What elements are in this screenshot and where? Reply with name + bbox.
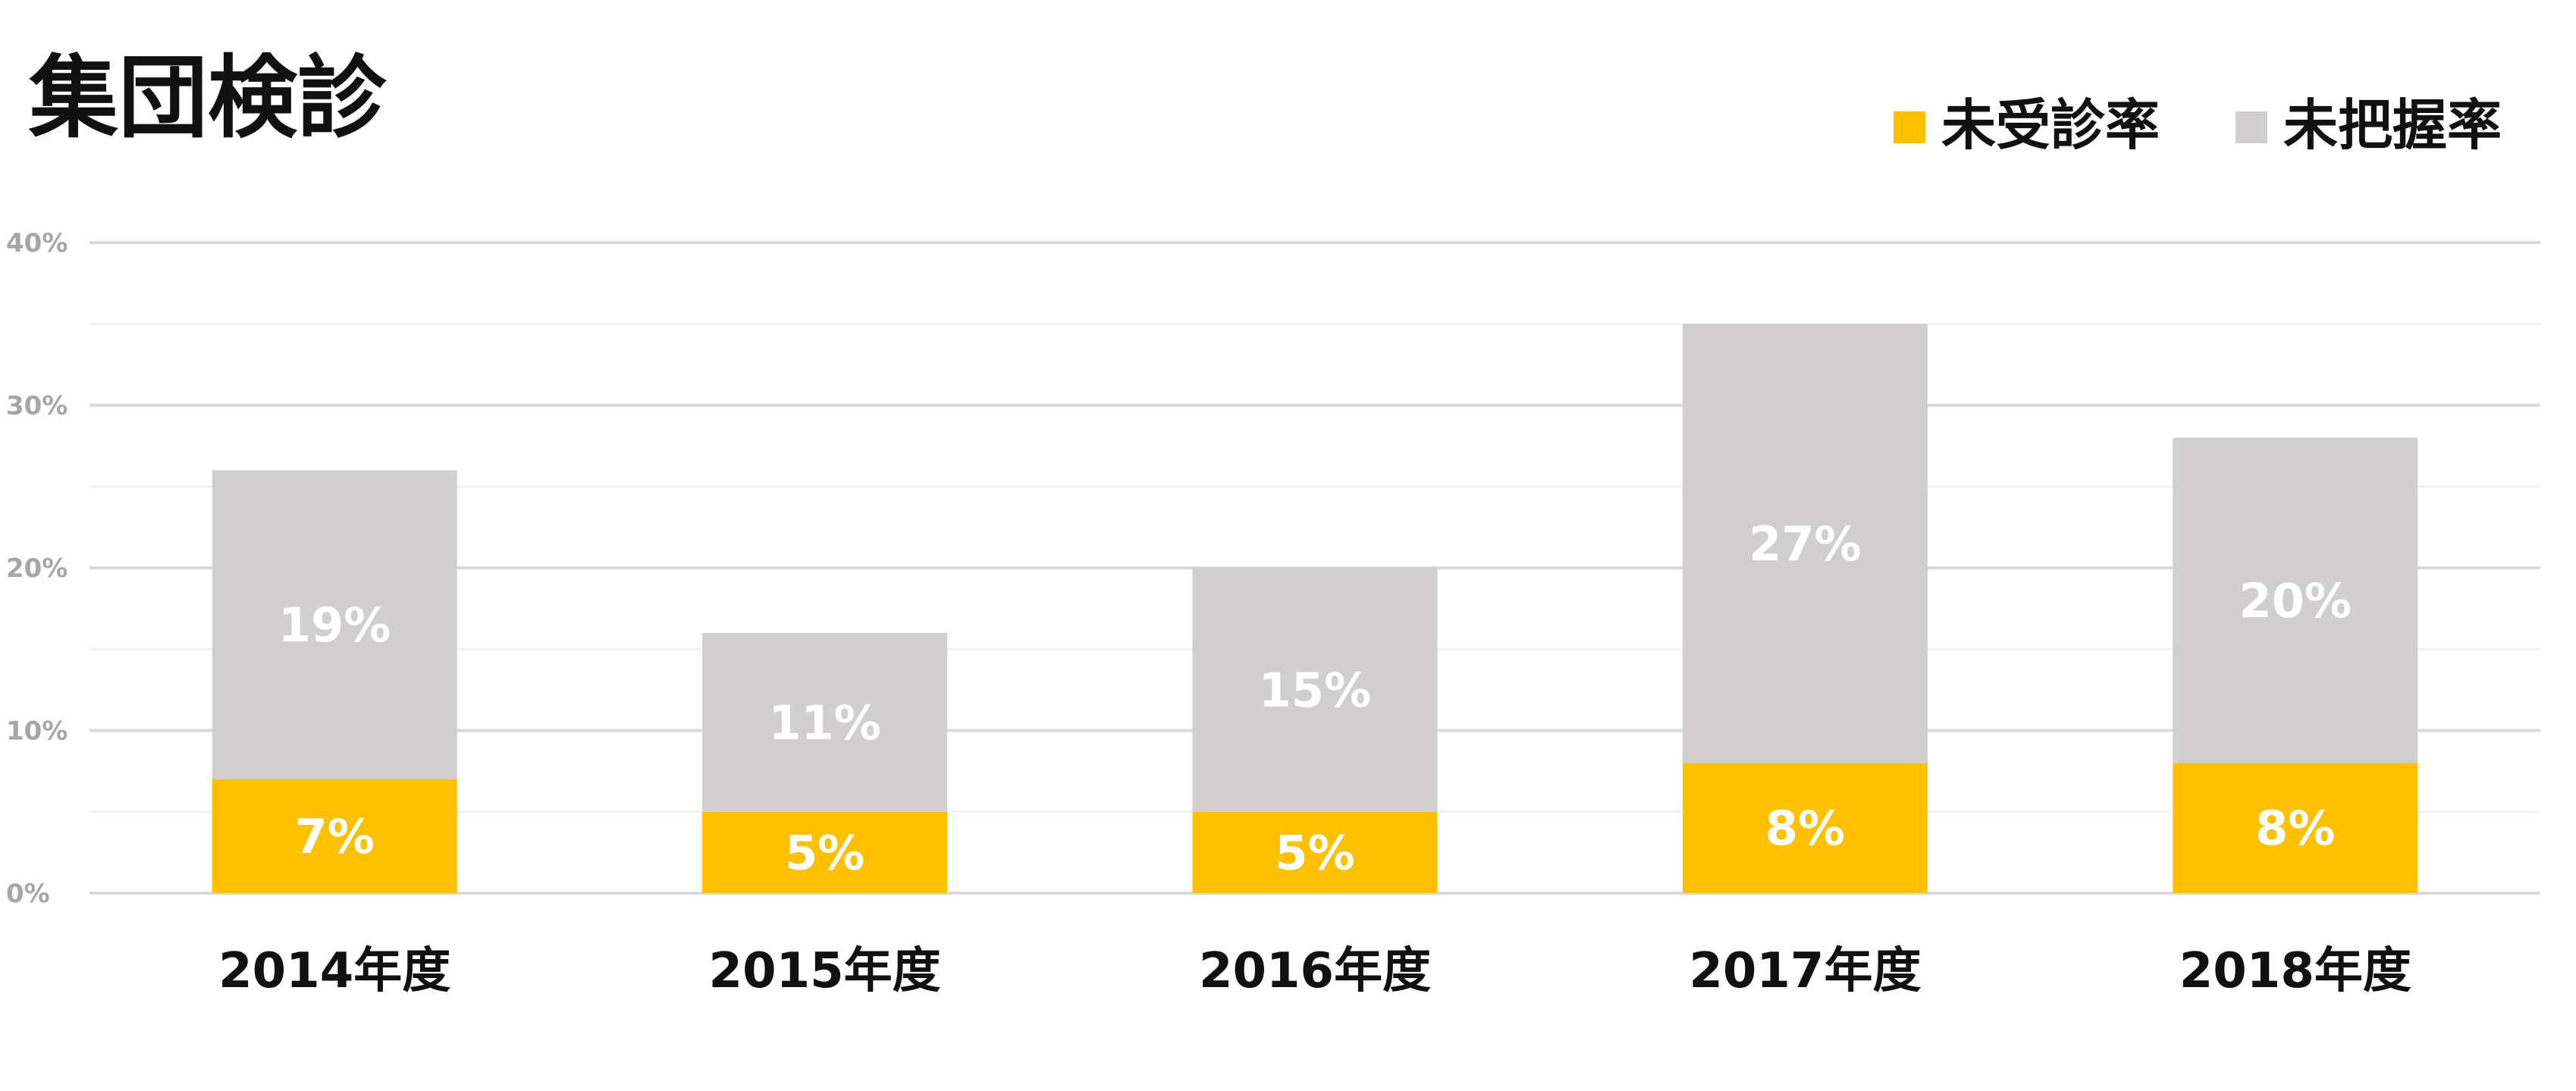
chart-title: 集団検診 — [28, 45, 387, 150]
bar-unknown — [702, 632, 948, 812]
y-tick-label: 20% — [6, 553, 67, 584]
legend-label-unknown: 未把握率 — [2283, 93, 2502, 157]
legend: 未受診率 未把握率 — [1894, 93, 2502, 157]
y-tick-label: 10% — [6, 716, 67, 747]
bar-unexamined — [1192, 811, 1438, 893]
y-axis-ticks: 0% 10% 20% 30% 40% — [6, 228, 67, 909]
data-label: 15% — [1259, 663, 1371, 718]
bar-unexamined — [212, 779, 457, 893]
x-tick-label: 2018年度 — [2179, 943, 2411, 999]
data-label: 5% — [1275, 825, 1354, 880]
legend-swatch-unexamined — [1894, 111, 1925, 143]
x-axis-ticks: 2014年度 2015年度 2016年度 2017年度 2018年度 — [218, 943, 2411, 999]
bar-unknown — [212, 470, 457, 779]
legend-swatch-unknown — [2236, 111, 2267, 143]
data-label: 27% — [1749, 516, 1861, 572]
y-tick-label: 0% — [6, 879, 50, 909]
data-label: 20% — [2239, 573, 2352, 629]
bar-unknown — [1192, 568, 1438, 812]
data-label: 7% — [295, 809, 375, 864]
legend-label-unexamined: 未受診率 — [1941, 93, 2160, 157]
y-tick-label: 40% — [6, 228, 67, 259]
x-tick-label: 2015年度 — [709, 943, 941, 999]
data-label: 8% — [1765, 801, 1845, 856]
x-tick-label: 2014年度 — [218, 943, 450, 999]
bar-unknown — [2173, 437, 2418, 763]
bar-unexamined — [702, 811, 948, 893]
data-label: 5% — [785, 825, 864, 880]
bars — [212, 324, 2418, 893]
y-tick-label: 30% — [6, 391, 67, 422]
x-tick-label: 2017年度 — [1689, 943, 1921, 999]
bar-unknown — [1682, 324, 1928, 763]
data-labels: 7% 19% 5% 11% 5% 15% 8% 27% 8% 20% — [278, 516, 2352, 881]
x-tick-label: 2016年度 — [1199, 943, 1431, 999]
data-label: 8% — [2255, 801, 2335, 856]
data-label: 19% — [278, 597, 391, 653]
data-label: 11% — [768, 695, 880, 751]
bar-unexamined — [2173, 763, 2418, 893]
bar-unexamined — [1682, 763, 1928, 893]
